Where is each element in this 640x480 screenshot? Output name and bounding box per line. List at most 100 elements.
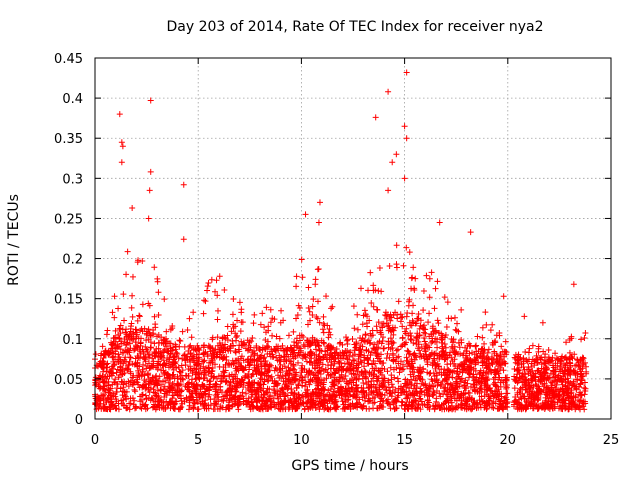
data-point	[294, 343, 301, 350]
data-point	[544, 358, 551, 365]
data-point	[171, 353, 178, 360]
data-point	[418, 398, 425, 405]
data-point	[262, 346, 269, 353]
data-point	[261, 376, 268, 383]
data-point	[278, 307, 285, 314]
data-point	[291, 376, 298, 383]
data-point	[175, 380, 182, 387]
data-point	[270, 353, 277, 360]
data-point	[220, 345, 227, 352]
data-point	[319, 361, 326, 368]
data-point	[521, 313, 528, 320]
data-point	[466, 350, 473, 357]
data-point	[218, 396, 225, 403]
data-point	[557, 358, 564, 365]
data-point	[204, 287, 211, 294]
data-point	[187, 363, 194, 370]
data-point	[405, 392, 412, 399]
data-point	[378, 351, 385, 358]
data-point	[292, 353, 299, 360]
data-point	[129, 292, 136, 299]
data-point	[361, 368, 368, 375]
data-point	[526, 393, 533, 400]
data-point	[142, 385, 149, 392]
data-point	[566, 355, 573, 362]
data-point	[385, 377, 392, 384]
data-point	[424, 403, 431, 410]
data-point	[429, 378, 436, 385]
data-point	[396, 369, 403, 376]
data-point	[475, 359, 482, 366]
data-point	[229, 376, 236, 383]
data-point	[170, 392, 177, 399]
data-point	[537, 355, 544, 362]
data-point	[490, 381, 497, 388]
data-point	[534, 405, 541, 412]
data-point	[456, 368, 463, 375]
data-point	[533, 352, 540, 359]
data-point	[553, 381, 560, 388]
data-point	[143, 396, 150, 403]
data-point	[485, 370, 492, 377]
data-point	[503, 384, 510, 391]
data-point	[367, 339, 374, 346]
data-point	[443, 324, 450, 331]
data-point	[575, 362, 582, 369]
data-point	[165, 356, 172, 363]
data-point	[214, 292, 221, 299]
data-point	[421, 338, 428, 345]
data-point	[535, 343, 542, 350]
data-point	[381, 375, 388, 382]
data-point	[555, 392, 562, 399]
data-point	[393, 347, 400, 354]
data-point	[350, 303, 357, 310]
data-point	[198, 391, 205, 398]
data-point	[160, 367, 167, 374]
data-point	[129, 395, 136, 402]
data-point	[340, 401, 347, 408]
data-point	[530, 383, 537, 390]
data-point	[107, 349, 114, 356]
data-point	[164, 338, 171, 345]
data-point	[139, 328, 146, 335]
data-point	[123, 395, 130, 402]
data-point	[268, 404, 275, 411]
data-point	[134, 259, 141, 266]
data-point	[441, 372, 448, 379]
data-point	[245, 359, 252, 366]
data-point	[187, 351, 194, 358]
data-point	[154, 360, 161, 367]
data-point	[478, 346, 485, 353]
data-point	[407, 365, 414, 372]
data-point	[120, 396, 127, 403]
data-point	[574, 376, 581, 383]
data-point	[349, 335, 356, 342]
data-point	[328, 362, 335, 369]
data-point	[357, 342, 364, 349]
data-point	[393, 261, 400, 268]
data-point	[454, 380, 461, 387]
data-point	[127, 400, 134, 407]
data-point	[362, 375, 369, 382]
data-point	[483, 391, 490, 398]
data-point	[577, 397, 584, 404]
data-point	[208, 368, 215, 375]
data-point	[479, 324, 486, 331]
data-point	[582, 329, 589, 336]
data-point	[157, 386, 164, 393]
data-point	[453, 348, 460, 355]
data-point	[309, 377, 316, 384]
data-point	[254, 386, 261, 393]
data-point	[403, 69, 410, 76]
data-point	[518, 361, 525, 368]
data-point	[519, 372, 526, 379]
data-point	[134, 376, 141, 383]
data-point	[450, 367, 457, 374]
data-point	[561, 361, 568, 368]
data-point	[372, 287, 379, 294]
data-point	[181, 351, 188, 358]
data-point	[566, 405, 573, 412]
data-point	[155, 312, 162, 319]
data-point	[132, 388, 139, 395]
data-point	[172, 341, 179, 348]
